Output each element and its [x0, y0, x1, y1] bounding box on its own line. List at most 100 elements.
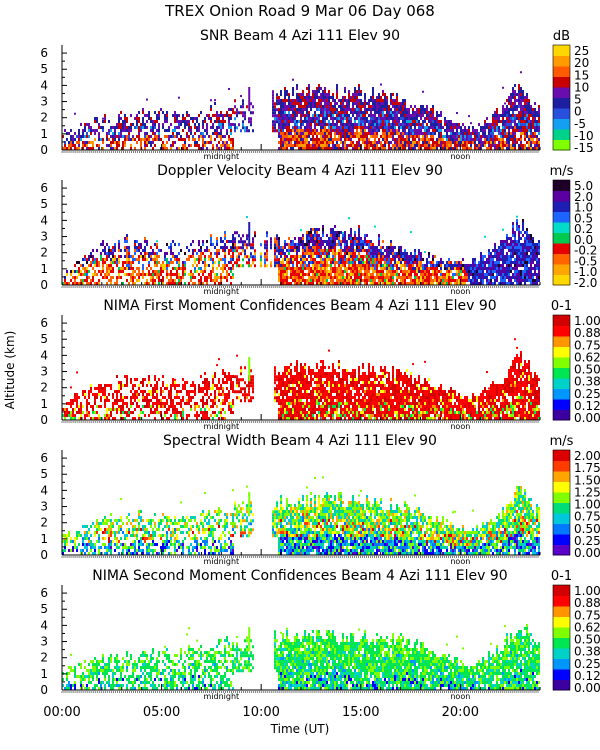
heatmap-cell: [288, 237, 290, 240]
heatmap-cell: [386, 261, 388, 264]
heatmap-cell: [478, 138, 480, 141]
heatmap-cell: [174, 255, 176, 258]
heatmap-cell: [162, 276, 164, 279]
heatmap-cell: [468, 279, 470, 282]
heatmap-cell: [344, 270, 346, 273]
heatmap-cell: [304, 117, 306, 120]
heatmap-cell: [532, 138, 534, 141]
heatmap-cell: [352, 261, 354, 264]
heatmap-cell: [460, 279, 462, 282]
heatmap-cell: [470, 270, 472, 273]
heatmap-cell: [128, 264, 130, 267]
heatmap-cell: [526, 102, 528, 105]
heatmap-cell: [96, 249, 98, 252]
heatmap-cell: [414, 279, 416, 282]
heatmap-cell: [384, 135, 386, 138]
heatmap-cell: [388, 270, 390, 273]
heatmap-cell: [518, 147, 520, 150]
heatmap-cell: [170, 282, 172, 285]
heatmap-cell: [496, 111, 498, 114]
heatmap-cell: [132, 255, 134, 258]
heatmap-cell: [518, 270, 520, 273]
heatmap-cell: [136, 117, 138, 120]
heatmap-cell: [196, 144, 198, 147]
heatmap-cell: [362, 249, 364, 252]
heatmap-cell: [132, 276, 134, 279]
heatmap-cell: [238, 255, 240, 259]
heatmap-cell: [328, 249, 330, 252]
heatmap-cell: [502, 282, 504, 285]
heatmap-cell: [468, 141, 470, 144]
heatmap-cell: [490, 123, 492, 126]
heatmap-cell: [320, 135, 322, 138]
heatmap-cell: [168, 273, 170, 276]
heatmap-cell: [314, 231, 316, 234]
heatmap-cell: [164, 144, 166, 147]
heatmap-cell: [242, 111, 244, 115]
heatmap-cell: [180, 267, 182, 270]
heatmap-cell: [282, 117, 284, 120]
heatmap-cell: [86, 261, 88, 264]
heatmap-cell: [222, 267, 224, 270]
heatmap-cell: [306, 126, 308, 129]
heatmap-cell: [338, 243, 340, 246]
heatmap-cell: [368, 255, 370, 258]
heatmap-cell: [398, 273, 400, 276]
heatmap-cell: [126, 138, 128, 141]
heatmap-cell: [426, 105, 428, 108]
heatmap-cell: [374, 276, 376, 279]
heatmap-cell: [288, 132, 290, 135]
heatmap-cell: [506, 108, 508, 111]
heatmap-cell: [232, 246, 234, 249]
heatmap-cell: [530, 111, 532, 114]
heatmap-cell: [432, 279, 434, 282]
heatmap-cell: [224, 114, 226, 117]
heatmap-cell: [480, 252, 482, 255]
heatmap-cell: [266, 264, 268, 268]
heatmap-cell: [412, 138, 414, 141]
heatmap-cell: [364, 237, 366, 240]
heatmap-cell: [232, 252, 234, 255]
heatmap-cell: [406, 108, 408, 111]
heatmap-cell: [538, 132, 540, 135]
heatmap-cell: [306, 147, 308, 150]
heatmap-cell: [302, 138, 304, 141]
heatmap-cell: [476, 264, 478, 267]
heatmap-cell: [486, 147, 488, 150]
heatmap-cell: [120, 132, 122, 135]
heatmap-cell: [306, 234, 308, 237]
heatmap-cell: [186, 114, 188, 117]
heatmap-cell: [514, 114, 516, 117]
panel-title: SNR Beam 4 Azi 111 Elev 90: [200, 28, 400, 44]
heatmap-cell: [142, 111, 144, 114]
heatmap-cell: [294, 270, 296, 273]
heatmap-cell: [482, 126, 484, 129]
heatmap-cell: [374, 123, 376, 126]
heatmap-cell: [534, 135, 536, 138]
heatmap-cell: [402, 147, 404, 150]
heatmap-cell: [368, 240, 370, 243]
heatmap-cell: [376, 264, 378, 267]
heatmap-cell: [522, 123, 524, 126]
heatmap-cell: [404, 267, 406, 270]
heatmap-cell: [240, 237, 242, 241]
heatmap-cell: [202, 243, 204, 246]
heatmap-cell: [326, 132, 328, 135]
heatmap-cell: [494, 144, 496, 147]
heatmap-cell: [504, 273, 506, 276]
heatmap-cell: [398, 249, 400, 252]
heatmap-cell: [402, 120, 404, 123]
heatmap-cell: [326, 102, 328, 105]
heatmap-cell: [146, 273, 148, 276]
heatmap-cell: [504, 243, 506, 246]
heatmap-cell: [512, 96, 514, 99]
heatmap-cell: [166, 282, 168, 285]
heatmap-cell: [392, 102, 394, 105]
heatmap-cell: [508, 243, 510, 246]
heatmap-cell: [172, 141, 174, 144]
heatmap-cell: [474, 144, 476, 147]
heatmap-cell: [76, 135, 78, 138]
heatmap-cell: [84, 273, 86, 276]
heatmap-cell: [200, 252, 202, 255]
heatmap-cell: [254, 234, 256, 238]
